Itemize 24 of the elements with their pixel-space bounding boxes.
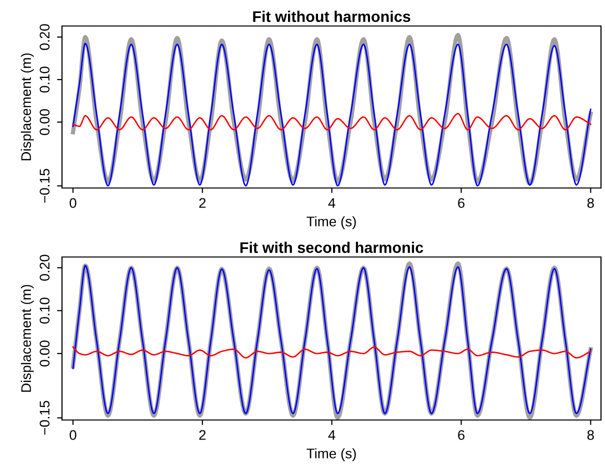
x-tick-label: 8 (587, 430, 594, 440)
y-tick-label: 0.10 (40, 298, 50, 324)
x-tick-label: 2 (199, 198, 206, 208)
x-axis-title: Time (s) (306, 448, 356, 462)
x-tick-label: 8 (587, 198, 594, 208)
chart-title: Fit with second harmonic (240, 242, 424, 253)
x-tick-label: 4 (328, 198, 336, 208)
y-tick-label: 0.00 (40, 340, 50, 366)
y-tick-label: 0.20 (40, 254, 50, 281)
y-tick-label: 0.20 (40, 24, 50, 50)
y-tick-label: −0.15 (40, 400, 50, 435)
y-tick-label: −0.15 (40, 168, 50, 203)
y-tick-label: 0.10 (40, 66, 50, 93)
x-tick-label: 4 (328, 430, 336, 440)
chart-title: Fit without harmonics (253, 10, 410, 22)
y-axis-title: Displacement (m) (20, 53, 34, 160)
y-tick-label: 0.00 (40, 109, 50, 136)
x-axis-title: Time (s) (306, 216, 356, 230)
x-tick-label: 2 (199, 430, 206, 440)
x-tick-label: 0 (70, 430, 76, 440)
x-tick-label: 6 (458, 198, 464, 208)
x-tick-label: 0 (70, 198, 76, 208)
y-axis-title: Displacement (m) (20, 284, 34, 392)
x-tick-label: 6 (458, 430, 464, 440)
